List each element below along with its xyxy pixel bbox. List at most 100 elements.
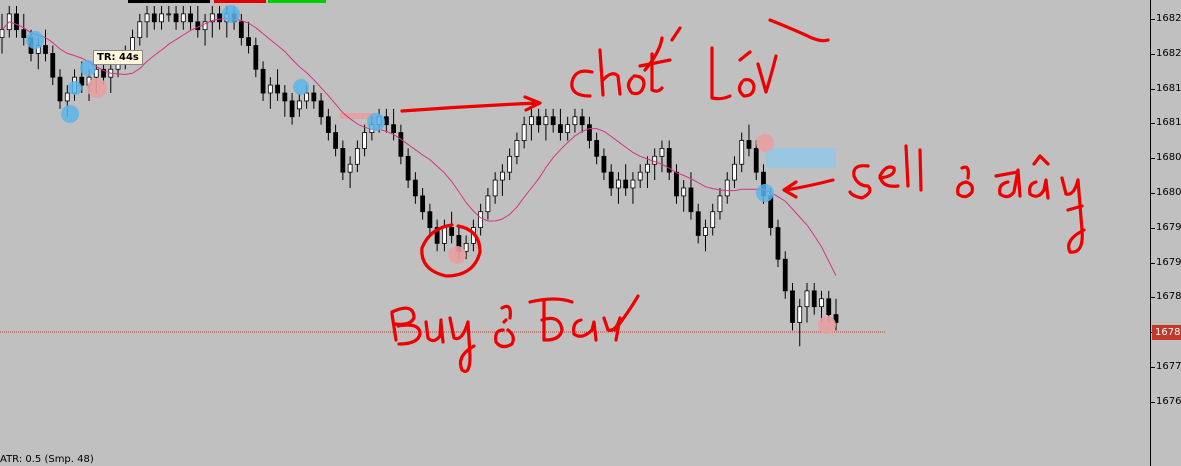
candle-body: [811, 290, 817, 308]
price-tick-mark: [1151, 297, 1155, 299]
candle-body: [441, 227, 447, 244]
price-tick-mark: [1151, 367, 1155, 368]
candle-body: [398, 132, 404, 157]
price-axis[interactable]: 1682 1682 1681 1681 1680 1680 1679 1679 1678 1677…: [1150, 0, 1181, 466]
candle-body: [739, 140, 745, 165]
candle-body: [565, 124, 571, 133]
price-tick-label: 1678: [1156, 291, 1181, 303]
sell-signal-dot: [756, 134, 774, 152]
candle-body: [782, 258, 788, 292]
top-indicator-bar: [128, 0, 326, 3]
candle-body: [253, 45, 259, 70]
price-tick-mark: [1151, 88, 1155, 90]
candle-body: [449, 227, 455, 236]
candle-body: [43, 45, 48, 54]
candle-body: [579, 116, 585, 126]
candle-body: [587, 124, 592, 141]
candle-body: [289, 100, 295, 118]
candle-body: [57, 76, 63, 102]
candle-body: [318, 100, 324, 118]
price-tick-label: 1680: [1156, 152, 1181, 164]
candle-body: [478, 211, 484, 228]
candle-body: [616, 179, 621, 189]
buy-signal-dot: [61, 105, 79, 123]
handwritten-annotations: [390, 18, 1086, 373]
price-tick-mark: [1151, 123, 1155, 125]
price-tick-mark: [1151, 158, 1155, 160]
price-tick-mark: [1151, 19, 1155, 20]
candle-body: [383, 116, 389, 126]
candle-body: [14, 13, 19, 31]
candle-body: [195, 21, 201, 31]
candle-body: [0, 29, 5, 39]
price-tick-label: 1681: [1156, 117, 1181, 129]
candle-body: [79, 76, 85, 86]
price-tick-mark: [1151, 53, 1155, 55]
candle-body: [543, 116, 549, 126]
candle-body: [826, 298, 832, 316]
candle-body: [260, 68, 266, 94]
candle-body: [492, 179, 498, 197]
buy-signal-dot: [756, 184, 774, 202]
price-tick-mark: [1151, 193, 1155, 194]
candle-body: [391, 124, 397, 133]
candle-body: [434, 227, 440, 244]
candle-body: [354, 148, 360, 165]
candle-body: [238, 21, 244, 39]
price-tick-label: 1677: [1156, 361, 1181, 372]
price-tick-label: 1679: [1156, 256, 1181, 268]
candle-body: [572, 116, 578, 126]
buy-signal-dot: [367, 113, 385, 131]
candle-body: [362, 132, 368, 149]
candle-body: [173, 13, 179, 23]
candle-body: [703, 227, 708, 236]
candle-body: [710, 211, 716, 228]
candle-body: [594, 140, 600, 157]
candle-body: [521, 124, 527, 141]
candle-body: [325, 116, 331, 133]
candle-body: [50, 53, 56, 78]
candle-body: [688, 187, 694, 213]
candle-body: [202, 21, 208, 31]
candle-body: [652, 155, 658, 165]
candle-body: [93, 68, 99, 78]
price-tick-mark: [1151, 401, 1155, 403]
candle-body: [282, 92, 288, 102]
current-price-tag: 1678: [1152, 325, 1181, 340]
candle-body: [717, 195, 723, 213]
pink-level-marker: [340, 113, 378, 119]
candle-body: [137, 21, 143, 39]
candle-body: [405, 155, 411, 181]
price-tick-label: 1679: [1156, 221, 1181, 233]
candle-body: [180, 13, 186, 23]
candle-body: [463, 242, 469, 252]
candle-body: [797, 306, 803, 323]
candle-body: [637, 171, 643, 181]
candle-body: [144, 13, 150, 23]
candle-body: [536, 116, 542, 126]
candle-body: [101, 68, 106, 78]
buy-signal-dot: [26, 31, 44, 49]
candle-body: [746, 140, 752, 149]
candlestick-chart-svg: [0, 0, 1086, 373]
candle-body: [485, 195, 491, 213]
candle-body: [529, 116, 534, 126]
candle-body: [347, 163, 353, 173]
candle-body: [275, 84, 280, 94]
candle-body: [608, 171, 614, 189]
candle-body: [21, 29, 27, 39]
candle-body: [188, 13, 193, 23]
sell-zone-box: [766, 148, 836, 168]
price-tick-label: 1682: [1156, 13, 1181, 24]
buy-signal-dot: [293, 79, 309, 95]
candle-body: [304, 92, 309, 102]
price-chart[interactable]: TR: 44s ATR: 0.5 (Smp. 48): [0, 0, 1150, 466]
price-tick-label: 1681: [1156, 82, 1181, 94]
price-tick-label: 1682: [1156, 47, 1181, 59]
timer-label: TR: 44s: [93, 50, 143, 65]
sell-signal-dot: [818, 316, 836, 334]
candle-body: [507, 155, 513, 173]
candle-body: [666, 148, 672, 173]
candle-body: [340, 148, 346, 173]
candle-body: [427, 211, 433, 228]
